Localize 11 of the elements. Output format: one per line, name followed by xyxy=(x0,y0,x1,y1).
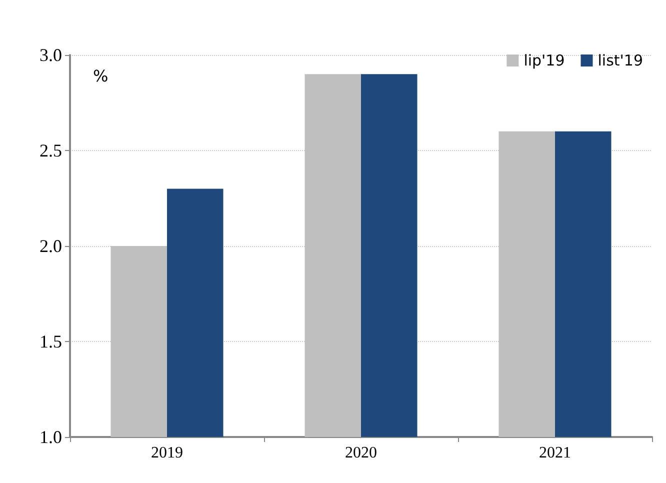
x-tick-label: 2019 xyxy=(151,444,183,462)
x-tick-label: 2021 xyxy=(539,444,571,462)
y-tick-label: 2.5 xyxy=(40,140,62,160)
legend-label: list'19 xyxy=(598,52,644,70)
x-tick-label: 2020 xyxy=(345,444,377,462)
y-tick-label: 1.0 xyxy=(40,427,62,447)
y-axis-title: % xyxy=(93,66,108,86)
y-tick-label: 3.0 xyxy=(40,45,62,65)
y-tick-label: 1.5 xyxy=(40,332,62,352)
y-tick-label: 2.0 xyxy=(40,236,62,256)
legend-label: lip'19 xyxy=(524,52,565,70)
